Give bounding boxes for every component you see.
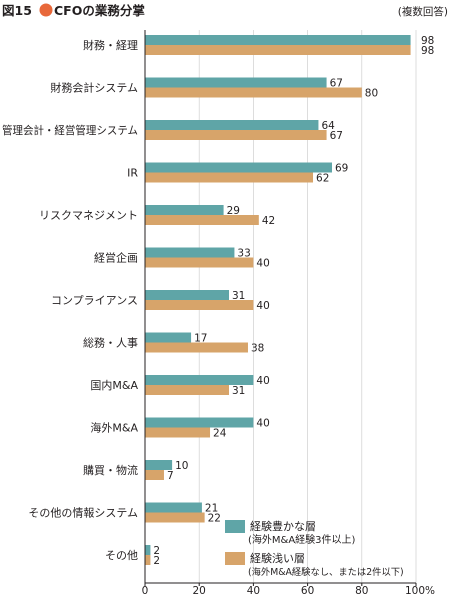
value-label: 2 [153, 555, 160, 567]
category-label: コンプライアンス [51, 294, 138, 307]
title-dot-icon [39, 3, 53, 17]
x-tick-label: 60 [301, 585, 314, 595]
figure-number: 図15 [2, 3, 32, 18]
value-label: 31 [232, 385, 245, 397]
value-label: 7 [167, 470, 174, 482]
bars [145, 35, 411, 565]
bar-inexperienced [145, 87, 362, 98]
x-tick-label: 20 [193, 585, 206, 595]
bar-experienced [145, 502, 202, 513]
value-labels: 9898678064676962294233403140173840314024… [153, 35, 434, 567]
bar-inexperienced [145, 342, 248, 353]
value-label: 64 [321, 120, 335, 132]
value-label: 21 [205, 503, 218, 515]
bar-experienced [145, 417, 254, 428]
chart-title: 図15 CFOの業務分掌 [2, 3, 145, 18]
value-label: 40 [256, 375, 269, 387]
bar-inexperienced [145, 385, 230, 395]
bar-inexperienced [145, 45, 411, 55]
bar-experienced [145, 460, 173, 470]
value-label: 98 [421, 45, 434, 57]
bar-inexperienced [145, 470, 164, 480]
category-label: その他の情報システム [28, 507, 138, 520]
bar-inexperienced [145, 172, 314, 183]
legend-note-inexperienced: (海外M&A経験なし、または2件以下) [248, 566, 404, 578]
bar-experienced [145, 35, 411, 45]
answer-note: (複数回答) [398, 5, 448, 18]
category-label: 国内M&A [90, 378, 138, 392]
legend-label-experienced: 経験豊かな層 [250, 519, 316, 533]
value-label: 38 [251, 343, 264, 355]
bar-experienced [145, 375, 254, 385]
category-label: 総務・人事 [83, 336, 138, 350]
value-label: 17 [194, 333, 207, 345]
legend: 経験豊かな層 (海外M&A経験3件以上) 経験浅い層 (海外M&A経験なし、また… [225, 519, 404, 578]
value-label: 22 [208, 513, 221, 525]
category-label: 財務会計システム [50, 81, 138, 95]
x-tick-label: 40 [247, 585, 260, 595]
bar-inexperienced [145, 130, 327, 140]
bar-experienced [145, 247, 235, 258]
x-axis: 0 20 40 60 80 100% [142, 30, 435, 595]
category-label: 財務・経理 [83, 38, 138, 52]
bar-experienced [145, 290, 230, 300]
value-label: 2 [153, 545, 160, 557]
category-label: リスクマネジメント [39, 209, 138, 222]
legend-label-inexperienced: 経験浅い層 [250, 551, 305, 565]
bar-inexperienced [145, 300, 254, 310]
value-label: 29 [227, 205, 240, 217]
figure-title: CFOの業務分掌 [54, 3, 145, 18]
legend-swatch-inexperienced [225, 552, 245, 565]
bar-inexperienced [145, 512, 205, 523]
value-label: 40 [256, 300, 269, 312]
category-label: 経営企画 [94, 251, 138, 265]
value-label: 33 [237, 248, 250, 260]
bar-experienced [145, 120, 319, 130]
category-label: 購買・物流 [83, 463, 138, 477]
bar-inexperienced [145, 215, 259, 225]
x-tick-label: 80 [355, 585, 368, 595]
category-label: その他 [105, 549, 138, 562]
value-label: 31 [232, 290, 245, 302]
category-label: 管理会計・経営管理システム [2, 123, 138, 137]
value-label: 10 [175, 460, 188, 472]
bar-inexperienced [145, 555, 151, 565]
category-label: 海外M&A [90, 421, 138, 435]
value-label: 69 [335, 163, 348, 175]
legend-note-experienced: (海外M&A経験3件以上) [248, 533, 356, 546]
x-tick-label: 0 [142, 585, 149, 595]
value-label: 24 [213, 428, 227, 440]
value-label: 80 [365, 88, 378, 100]
bar-experienced [145, 77, 327, 88]
x-tick-label: 100% [405, 585, 435, 595]
value-label: 40 [256, 418, 269, 430]
value-label: 67 [330, 130, 343, 142]
bar-inexperienced [145, 257, 254, 268]
value-label: 62 [316, 173, 329, 185]
bar-experienced [145, 205, 224, 215]
category-label: IR [127, 167, 138, 180]
bar-inexperienced [145, 427, 211, 438]
bar-experienced [145, 545, 151, 555]
legend-swatch-experienced [225, 520, 245, 533]
bar-experienced [145, 332, 192, 343]
value-label: 67 [330, 78, 343, 90]
bar-experienced [145, 162, 332, 173]
value-label: 42 [262, 215, 275, 227]
value-label: 40 [256, 258, 269, 270]
value-label: 98 [421, 35, 434, 47]
